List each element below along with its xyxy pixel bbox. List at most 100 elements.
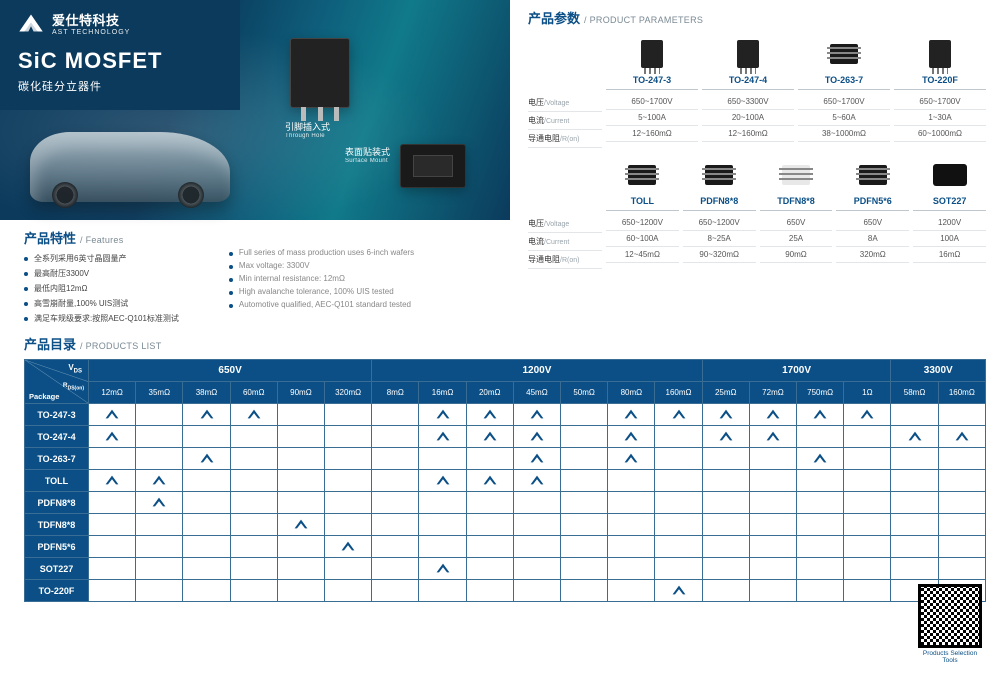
logo-mark-icon xyxy=(812,412,828,422)
matrix-cell xyxy=(325,426,372,448)
matrix-cell xyxy=(513,492,560,514)
matrix-cell xyxy=(372,426,419,448)
matrix-cell xyxy=(797,492,844,514)
matrix-cell xyxy=(938,448,985,470)
rdson-col-header: 1Ω xyxy=(844,382,891,404)
logo-mark-icon xyxy=(293,522,309,532)
matrix-cell xyxy=(561,580,608,602)
matrix-cell xyxy=(938,470,985,492)
logo-icon xyxy=(18,13,44,33)
matrix-cell xyxy=(561,404,608,426)
matrix-cell xyxy=(702,470,749,492)
feature-item: Min internal resistance: 12mΩ xyxy=(229,272,414,285)
matrix-cell xyxy=(136,426,183,448)
logo-mark-icon xyxy=(199,456,215,466)
rdson-col-header: 38mΩ xyxy=(183,382,230,404)
matrix-cell xyxy=(749,404,796,426)
matrix-cell xyxy=(844,514,891,536)
matrix-cell xyxy=(419,492,466,514)
matrix-cell xyxy=(277,580,324,602)
matrix-cell xyxy=(749,514,796,536)
matrix-cell xyxy=(891,404,938,426)
matrix-cell xyxy=(844,580,891,602)
feature-item: 高雪崩耐量,100% UIS测试 xyxy=(24,296,179,311)
matrix-cell xyxy=(230,470,277,492)
param-col-to-247-4: TO-247-4 650~3300V 20~100A 12~160mΩ xyxy=(702,33,794,148)
hero-car-illustration xyxy=(30,132,230,202)
logo-mark-icon xyxy=(104,434,120,444)
matrix-cell xyxy=(749,558,796,580)
brand-name-en: AST TECHNOLOGY xyxy=(52,29,130,36)
qr-caption: Products Selection Tools xyxy=(918,650,982,664)
matrix-cell xyxy=(844,558,891,580)
matrix-cell xyxy=(277,514,324,536)
matrix-cell xyxy=(938,492,985,514)
matrix-cell xyxy=(183,580,230,602)
matrix-cell xyxy=(608,558,655,580)
feature-item: 全系列采用6英寸晶圆量产 xyxy=(24,251,179,266)
matrix-cell xyxy=(844,470,891,492)
matrix-cell xyxy=(89,448,136,470)
logo-mark-icon xyxy=(435,566,451,576)
matrix-cell xyxy=(655,404,702,426)
matrix-cell xyxy=(513,426,560,448)
matrix-cell xyxy=(608,448,655,470)
matrix-cell xyxy=(702,404,749,426)
package-label-1: 引脚插入式Through Hole xyxy=(285,120,330,139)
matrix-cell xyxy=(277,448,324,470)
matrix-cell xyxy=(891,514,938,536)
feature-item: 最高耐压3300V xyxy=(24,266,179,281)
matrix-cell xyxy=(513,514,560,536)
matrix-cell xyxy=(230,558,277,580)
matrix-cell xyxy=(325,448,372,470)
hero-subtitle: 碳化硅分立器件 xyxy=(18,78,222,94)
matrix-cell xyxy=(89,536,136,558)
logo-mark-icon xyxy=(718,434,734,444)
logo-mark-icon xyxy=(623,456,639,466)
matrix-cell xyxy=(136,448,183,470)
product-catalog-section: 产品目录/ PRODUCTS LIST VDS RDS(on) Package6… xyxy=(0,330,1000,612)
voltage-group-header: 1200V xyxy=(372,360,702,382)
rdson-col-header: 80mΩ xyxy=(608,382,655,404)
matrix-cell xyxy=(608,492,655,514)
matrix-cell xyxy=(797,426,844,448)
feature-item: Full series of mass production uses 6-in… xyxy=(229,246,414,259)
logo-mark-icon xyxy=(529,412,545,422)
matrix-cell xyxy=(891,492,938,514)
logo-mark-icon xyxy=(199,412,215,422)
matrix-cell xyxy=(844,404,891,426)
matrix-cell xyxy=(277,426,324,448)
matrix-cell xyxy=(797,580,844,602)
pkg-thumb-icon xyxy=(798,33,890,75)
matrix-cell xyxy=(89,426,136,448)
matrix-cell xyxy=(419,448,466,470)
logo-mark-icon xyxy=(954,434,970,444)
matrix-cell xyxy=(844,426,891,448)
matrix-cell xyxy=(561,536,608,558)
matrix-cell xyxy=(608,426,655,448)
matrix-cell xyxy=(325,470,372,492)
rdson-col-header: 320mΩ xyxy=(325,382,372,404)
product-matrix-table: VDS RDS(on) Package650V1200V1700V3300V12… xyxy=(24,359,986,602)
matrix-row: TOLL xyxy=(25,470,986,492)
matrix-cell xyxy=(702,536,749,558)
logo-mark-icon xyxy=(151,500,167,510)
hero-title: SiC MOSFET xyxy=(18,48,222,74)
matrix-cell xyxy=(466,536,513,558)
matrix-cell xyxy=(230,404,277,426)
matrix-cell xyxy=(230,580,277,602)
matrix-cell xyxy=(372,470,419,492)
rdson-col-header: 160mΩ xyxy=(655,382,702,404)
matrix-cell xyxy=(466,404,513,426)
brand-name-cn: 爱仕特科技 xyxy=(52,10,130,29)
matrix-cell xyxy=(938,536,985,558)
matrix-cell xyxy=(183,448,230,470)
matrix-cell xyxy=(655,448,702,470)
matrix-cell xyxy=(230,426,277,448)
logo-mark-icon xyxy=(529,434,545,444)
pkg-thumb-icon xyxy=(894,33,986,75)
matrix-cell xyxy=(419,426,466,448)
rdson-col-header: 72mΩ xyxy=(749,382,796,404)
matrix-cell xyxy=(797,514,844,536)
params-title: 产品参数/ PRODUCT PARAMETERS xyxy=(528,8,986,27)
